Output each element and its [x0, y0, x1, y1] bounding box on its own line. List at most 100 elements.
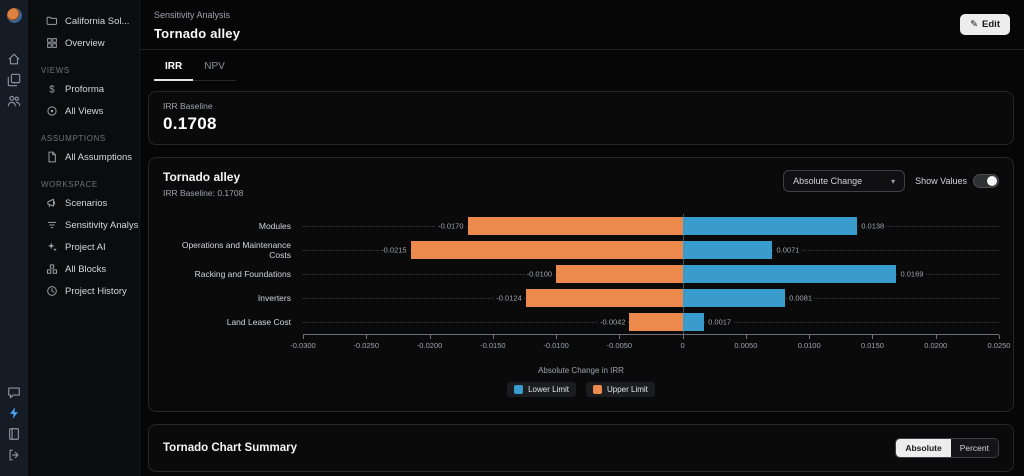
percent-button[interactable]: Percent — [950, 439, 998, 457]
tornado-row: Land Lease Cost 0.0017 -0.0042 — [163, 310, 999, 334]
bar-value-label: 0.0081 — [787, 293, 815, 303]
sidebar-item-sensitivity-analysis[interactable]: Sensitivity Analysis — [28, 214, 139, 236]
axis-tick — [999, 335, 1000, 339]
bar-value-label: -0.0100 — [524, 269, 555, 279]
sidebar-item-scenarios[interactable]: Scenarios — [28, 192, 133, 214]
bar-lower-limit — [682, 241, 773, 259]
axis-tick — [745, 335, 747, 339]
rail-bottom-icons — [7, 378, 22, 468]
users-icon[interactable] — [7, 93, 22, 108]
change-mode-select[interactable]: Absolute Change ▾ — [783, 170, 906, 192]
bar-upper-limit — [467, 217, 683, 235]
tab-bar: IRR NPV — [140, 55, 1024, 81]
sidebar-item-all-assumptions[interactable]: All Assumptions — [28, 146, 133, 168]
chart-card-header: Tornado alley IRR Baseline: 0.1708 Absol… — [163, 170, 999, 198]
breadcrumb: Sensitivity Analysis — [154, 10, 231, 20]
axis-tick-label: -0.0300 — [290, 341, 316, 350]
book-icon[interactable] — [7, 426, 22, 441]
sidebar-item-label: Project AI — [65, 241, 106, 253]
irr-baseline-card: IRR Baseline 0.1708 — [148, 91, 1014, 145]
sidebar-section-assumptions: ASSUMPTIONS — [41, 134, 106, 143]
category-label: Racking and Foundations — [194, 268, 291, 279]
tornado-row: Inverters 0.0081 -0.0124 — [163, 286, 999, 310]
grid-icon — [46, 37, 58, 49]
axis-tick-label: 0.0150 — [860, 341, 884, 350]
axis-spacer — [163, 334, 303, 354]
sidebar-item-all-views[interactable]: All Views — [28, 100, 133, 122]
sidebar-item-label: All Views — [65, 105, 104, 117]
bolt-icon[interactable] — [7, 405, 22, 420]
axis-tick-label: 0.0050 — [734, 341, 758, 350]
bar-value-label: -0.0215 — [379, 245, 409, 255]
axis-tick — [429, 335, 431, 339]
axis-tick — [872, 335, 874, 339]
sidebar-item-project-history[interactable]: Project History — [28, 280, 133, 302]
edit-button[interactable]: ✎ Edit — [960, 14, 1010, 35]
chart-subtitle: IRR Baseline: 0.1708 — [163, 188, 244, 198]
show-values-toggle[interactable] — [973, 174, 999, 188]
sidebar-item-label: Project History — [65, 285, 127, 297]
layers-icon[interactable] — [7, 72, 22, 87]
category-label: Modules — [258, 220, 291, 231]
axis-tick — [809, 335, 811, 339]
rail-top-icons — [7, 45, 22, 114]
row-plot: 0.0169 -0.0100 — [303, 262, 999, 286]
sidebar-item-label: Proforma — [65, 83, 105, 95]
content-scroll-area[interactable]: IRR Baseline 0.1708 Tornado alley IRR Ba… — [140, 81, 1024, 476]
sparkles-icon — [46, 241, 58, 253]
axis-tick — [556, 335, 558, 339]
category-label: Land Lease Cost — [226, 316, 291, 327]
axis-tick-label: 0 — [680, 341, 685, 350]
row-plot: 0.0081 -0.0124 — [303, 286, 999, 310]
svg-text:$: $ — [49, 84, 55, 95]
sidebar-item-california-sol[interactable]: California Sol... — [28, 10, 133, 32]
legend-swatch — [514, 385, 524, 394]
axis-tick — [682, 335, 684, 339]
icon-rail — [0, 0, 28, 476]
x-axis-label: Absolute Change in IRR — [538, 366, 624, 375]
bar-lower-limit — [682, 289, 786, 307]
legend-label: Lower Limit — [528, 385, 569, 394]
chart-controls: Absolute Change ▾ Show Values — [783, 170, 999, 192]
sidebar-section-workspace: WORKSPACE — [41, 180, 98, 189]
tab-npv[interactable]: NPV — [193, 55, 236, 81]
axis-tick — [492, 335, 494, 339]
category-label: Operations and Maintenance Costs — [181, 239, 291, 260]
sidebar-item-overview[interactable]: Overview — [28, 32, 133, 54]
folder-icon — [46, 15, 58, 27]
home-icon[interactable] — [7, 51, 22, 66]
tornado-chart: Modules 0.0138 -0.0170 Operations and Maint… — [163, 214, 1010, 397]
axis-tick-label: -0.0200 — [416, 341, 443, 350]
summary-header: Tornado Chart Summary Absolute Percent — [163, 438, 999, 458]
legend-item-upper-limit: Upper Limit — [586, 382, 655, 397]
sidebar-item-label: Scenarios — [65, 197, 108, 209]
change-mode-value: Absolute Change — [793, 176, 863, 186]
chevron-down-icon: ▾ — [891, 176, 896, 186]
app-logo[interactable] — [6, 8, 22, 23]
irr-baseline-label: IRR Baseline — [163, 101, 213, 111]
toggle-knob — [987, 176, 997, 186]
sidebar-item-project-ai[interactable]: Project AI — [28, 236, 133, 258]
main-area: Sensitivity Analysis Tornado alley ✎ Edi… — [140, 0, 1024, 476]
bar-value-label: -0.0170 — [436, 221, 466, 231]
sidebar-item-label: All Blocks — [65, 263, 107, 275]
axis-tick — [303, 335, 304, 339]
axis-tick-label: 0.0100 — [797, 341, 821, 350]
logout-icon[interactable] — [7, 447, 22, 462]
absolute-button[interactable]: Absolute — [896, 439, 951, 457]
tornado-chart-card: Tornado alley IRR Baseline: 0.1708 Absol… — [148, 157, 1014, 412]
tab-irr[interactable]: IRR — [154, 55, 194, 81]
sidebar-item-proforma[interactable]: $ Proforma — [28, 78, 133, 100]
tornado-row: Operations and Maintenance Costs 0.0071 -0… — [163, 238, 999, 262]
chart-title: Tornado alley — [163, 170, 241, 184]
sidebar-item-label: Overview — [65, 37, 105, 49]
sidebar-item-all-blocks[interactable]: All Blocks — [28, 258, 133, 280]
axis-tick — [366, 335, 368, 339]
sidebar-item-label: California Sol... — [65, 15, 130, 27]
bar-lower-limit — [682, 217, 858, 235]
category-label: Inverters — [257, 292, 291, 303]
axis-tick — [935, 335, 937, 339]
clock-icon — [46, 285, 58, 297]
bar-lower-limit — [682, 313, 705, 331]
chat-icon[interactable] — [7, 384, 22, 399]
